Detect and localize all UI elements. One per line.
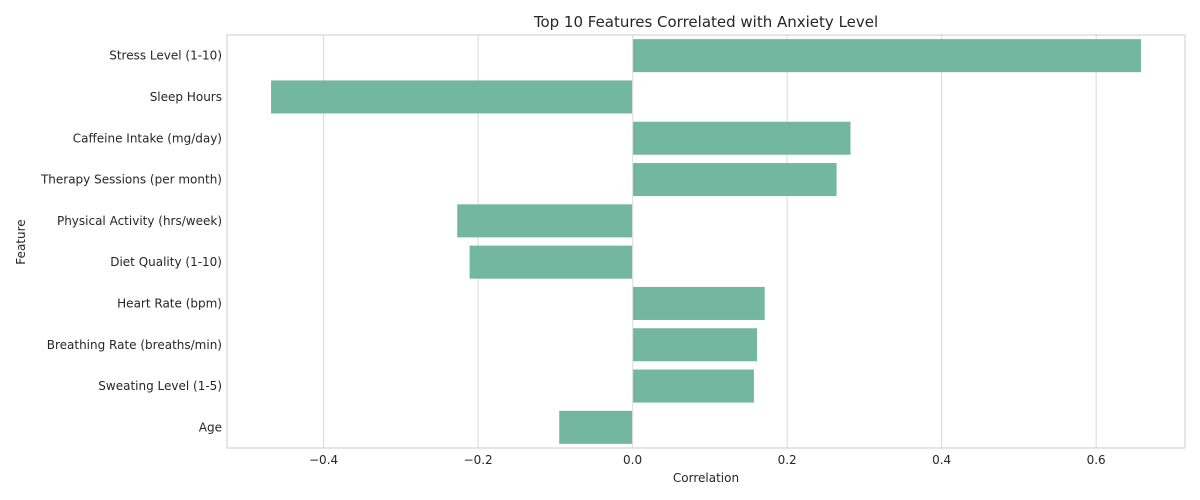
y-tick-label: Breathing Rate (breaths/min) [47, 338, 222, 352]
x-tick-labels: −0.4 −0.2 0.0 0.2 0.4 0.6 [309, 453, 1106, 467]
y-tick-label: Age [199, 420, 222, 434]
bar [632, 163, 837, 197]
y-tick-label: Stress Level (1-10) [109, 49, 222, 63]
bar [469, 245, 633, 279]
bar [632, 328, 757, 362]
bar [632, 369, 754, 403]
y-axis-label: Feature [14, 219, 28, 264]
x-tick-label: −0.4 [309, 453, 338, 467]
chart-title: Top 10 Features Correlated with Anxiety … [533, 13, 878, 31]
bars [271, 39, 1141, 444]
y-tick-label: Physical Activity (hrs/week) [57, 214, 222, 228]
bar [457, 204, 633, 238]
y-tick-label: Heart Rate (bpm) [117, 296, 222, 310]
y-tick-label: Sweating Level (1-5) [98, 379, 222, 393]
y-tick-labels: Stress Level (1-10) Sleep Hours Caffeine I… [40, 49, 222, 435]
y-tick-label: Diet Quality (1-10) [110, 255, 222, 269]
x-tick-label: 0.6 [1087, 453, 1106, 467]
bar [632, 121, 851, 155]
x-tick-label: 0.4 [932, 453, 951, 467]
x-tick-label: 0.2 [778, 453, 797, 467]
x-tick-label: 0.0 [623, 453, 642, 467]
bar [632, 286, 765, 320]
y-tick-label: Caffeine Intake (mg/day) [73, 131, 222, 145]
y-tick-label: Sleep Hours [150, 90, 222, 104]
y-tick-label: Therapy Sessions (per month) [40, 173, 222, 187]
bar [559, 410, 633, 444]
plot-frame [226, 34, 1186, 449]
bar [271, 80, 633, 114]
x-axis-label: Correlation [673, 471, 739, 485]
x-tick-label: −0.2 [464, 453, 493, 467]
bar [632, 39, 1141, 73]
